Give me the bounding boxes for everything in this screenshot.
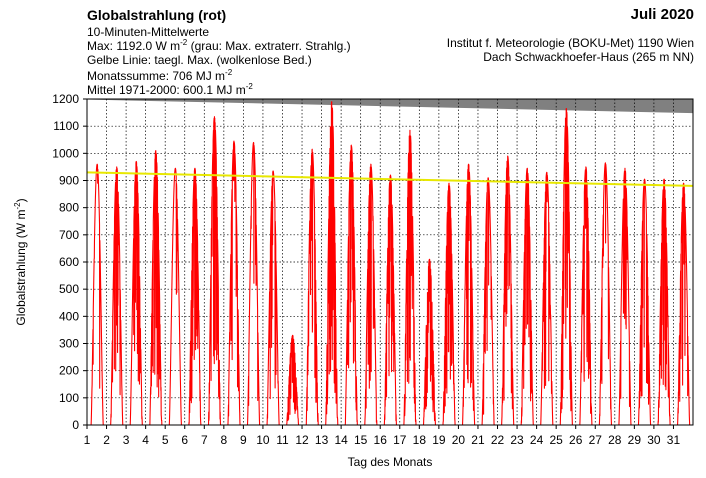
yellow-line-legend: Gelbe Linie: taegl. Max. (wolkenlose Bed… [87,53,312,67]
x-tick-label: 11 [276,433,289,447]
y-tick-label: 1000 [52,146,79,160]
x-tick-label: 6 [181,433,188,447]
x-tick-label: 24 [530,433,544,447]
radiation-day-trace [383,174,397,426]
x-tick-label: 14 [334,433,348,447]
chart-title: Globalstrahlung (rot) [87,7,227,23]
x-tick-label: 2 [103,433,110,447]
radiation-day-trace [559,107,573,426]
radiation-day-trace [207,116,222,426]
x-tick-label: 18 [413,433,427,447]
x-tick-label: 9 [240,433,247,447]
radiation-day-trace [305,148,319,426]
y-tick-label: 300 [59,337,79,351]
extraterrestrial-band [87,99,693,114]
x-tick-label: 3 [123,433,130,447]
x-tick-label: 28 [608,433,622,447]
radiation-day-trace [501,155,515,426]
y-tick-label: 100 [59,391,79,405]
y-tick-label: 600 [59,255,79,269]
radiation-day-trace [677,182,691,426]
x-tick-label: 19 [432,433,446,447]
radiation-day-trace [403,129,417,426]
global-radiation-series [90,101,691,426]
radiation-day-trace [442,182,456,426]
x-tick-label: 22 [491,433,505,447]
radiation-day-trace [110,166,124,426]
x-tick-label: 1 [84,433,91,447]
radiation-day-trace [286,334,300,426]
axes: 0 100 200 300 400 500 600 700 800 900 1000 1100 1200… [52,92,680,447]
x-tick-label: 27 [589,433,603,447]
radiation-day-trace [364,163,378,426]
radiation-day-trace [266,170,280,426]
radiation-day-trace [520,167,534,426]
x-tick-label: 8 [220,433,227,447]
y-tick-label: 800 [59,201,79,215]
x-tick-label: 15 [354,433,368,447]
location-label: Dach Schwackhoefer-Haus (265 m NN) [483,50,694,64]
radiation-day-trace [129,160,143,426]
radiation-day-trace [618,167,632,426]
y-tick-label: 900 [59,174,79,188]
x-tick-label: 30 [647,433,661,447]
grid [87,99,693,425]
x-tick-label: 29 [628,433,642,447]
x-tick-label: 17 [393,433,407,447]
radiation-day-trace [344,144,358,426]
x-tick-label: 25 [549,433,563,447]
radiation-day-trace [540,171,554,426]
institute-label: Institut f. Meteorologie (BOKU-Met) 1190… [446,36,694,50]
x-tick-label: 16 [374,433,388,447]
radiation-day-trace [579,166,593,426]
radiation-day-trace [657,178,671,426]
x-tick-label: 26 [569,433,583,447]
extraterrestrial-max-band [87,99,693,114]
y-tick-label: 400 [59,309,79,323]
x-tick-label: 7 [201,433,208,447]
radiation-day-trace [325,101,339,426]
radiation-day-trace [188,167,202,426]
radiation-day-trace [422,258,437,426]
x-tick-label: 5 [162,433,169,447]
clear-sky-line [86,171,694,187]
chart-subtitle: 10-Minuten-Mittelwerte [87,25,210,39]
y-tick-label: 0 [72,418,79,432]
radiation-day-trace [637,178,652,426]
radiation-day-trace [90,163,104,426]
radiation-day-trace [598,162,613,426]
x-tick-label: 12 [295,433,309,447]
radiation-day-trace [481,177,495,426]
y-tick-label: 700 [59,228,79,242]
long-term-mean: Mittel 1971-2000: 600.1 MJ m-2 [87,82,253,98]
x-tick-label: 13 [315,433,329,447]
x-tick-label: 10 [256,433,270,447]
y-tick-label: 1200 [52,92,79,106]
max-value-line: Max: 1192.0 W m-2 (grau: Max. extraterr.… [87,38,351,54]
clear-sky-max-line [86,171,694,187]
month-sum: Monatssumme: 706 MJ m-2 [87,68,233,84]
x-tick-label: 4 [142,433,149,447]
radiation-day-trace [149,150,163,426]
month-label: Juli 2020 [630,6,694,23]
radiation-day-trace [168,167,182,426]
x-tick-label: 23 [510,433,524,447]
x-axis-label: Tag des Monats [348,455,433,469]
radiation-day-trace [227,140,241,426]
y-tick-label: 1100 [53,119,79,133]
x-tick-label: 31 [667,433,681,447]
y-tick-label: 200 [59,364,79,378]
y-axis-label: Globalstrahlung (W m-2) [13,198,28,325]
x-tick-label: 20 [452,433,466,447]
radiation-day-trace [461,163,476,426]
radiation-day-trace [246,141,261,426]
y-tick-label: 500 [59,282,79,296]
x-tick-label: 21 [471,433,485,447]
